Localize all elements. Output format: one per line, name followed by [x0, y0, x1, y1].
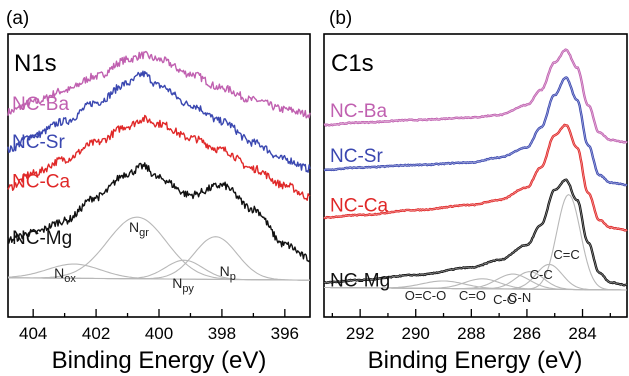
series-label-nc-ca: NC-Ca — [330, 196, 388, 217]
component-label-c-c: C=C — [553, 247, 579, 262]
panel-b-series — [323, 48, 628, 287]
fit-baseline — [7, 277, 311, 281]
series-label-nc-mg: NC-Mg — [12, 228, 72, 249]
fit-baseline — [323, 286, 628, 291]
series-line-nc-mg — [7, 162, 311, 263]
panel-b-label: (b) — [329, 8, 352, 29]
series-line-nc-ba — [7, 50, 311, 119]
panel-b-title: C1s — [331, 50, 374, 77]
component-label-c-c: C-C — [530, 267, 553, 282]
x-tick-label: 398 — [208, 324, 236, 343]
series-line-nc-ca — [7, 114, 311, 201]
x-tick-label: 292 — [346, 324, 374, 343]
series-label-nc-ba: NC-Ba — [12, 94, 69, 115]
component-label-c-o: C=O — [459, 288, 486, 303]
panel-a-title: N1s — [14, 50, 57, 77]
component-label-1: Ngr — [129, 219, 149, 239]
panel-a-x-axis-title: Binding Energy (eV) — [52, 347, 267, 374]
component-label-2: Npy — [172, 275, 194, 295]
series-line-nc-sr — [7, 70, 311, 173]
panel-b-series-labels: NC-Ba NC-Sr NC-Ca NC-Mg — [330, 101, 390, 292]
x-tick-label: 400 — [145, 324, 173, 343]
series-line-highlight-nc-ba — [323, 49, 628, 144]
component-label-0: Nox — [54, 265, 76, 285]
series-line-highlight-nc-ca — [323, 124, 628, 231]
x-tick-label: 402 — [82, 324, 110, 343]
panel-b-component-labels: C=CC-C C-NC-O C=O O=C-O — [405, 247, 580, 307]
panel-b: (b) C1s NC-Ba NC-Sr NC-Ca NC-Mg C=CC-C C-NC-… — [323, 8, 628, 374]
panel-a-series-labels: NC-Ba NC-Sr NC-Ca NC-Mg — [12, 94, 72, 249]
component-label-c-o: C-O — [493, 292, 517, 307]
series-label-nc-ca: NC-Ca — [12, 172, 70, 193]
panel-a-series — [7, 50, 311, 263]
series-label-nc-ba: NC-Ba — [330, 101, 387, 122]
series-label-nc-sr: NC-Sr — [12, 132, 65, 153]
x-tick-label: 288 — [457, 324, 485, 343]
series-label-nc-sr: NC-Sr — [330, 146, 383, 167]
panel-b-fit-components — [323, 193, 628, 291]
panel-b-x-axis: 292 290 288 286 284 — [331, 309, 611, 343]
x-tick-label: 404 — [19, 324, 47, 343]
panel-a-fit-components — [7, 216, 311, 281]
panel-a-label: (a) — [6, 8, 29, 29]
panel-b-frame — [323, 33, 628, 318]
panel-a-x-axis: 404 402 400 398 396 — [19, 309, 299, 343]
x-tick-label: 396 — [271, 324, 299, 343]
series-line-highlight-nc-sr — [323, 77, 628, 186]
series-label-nc-mg: NC-Mg — [330, 271, 390, 292]
panel-b-x-axis-title: Binding Energy (eV) — [368, 347, 583, 374]
x-tick-label: 290 — [402, 324, 430, 343]
x-tick-label: 286 — [513, 324, 541, 343]
series-line-highlight-nc-mg — [323, 179, 627, 286]
component-label-c-n: C-N — [508, 290, 531, 305]
component-label-o-c-o: O=C-O — [405, 288, 447, 303]
x-tick-label: 284 — [568, 324, 596, 343]
